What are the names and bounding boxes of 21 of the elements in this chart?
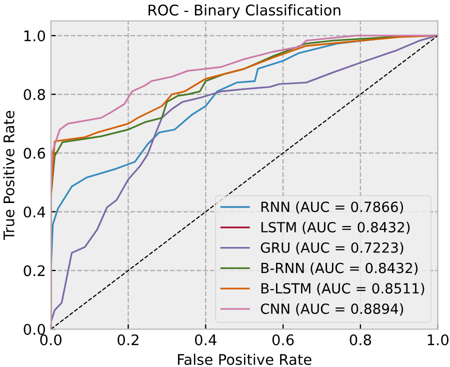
legend-label: LSTM (AUC = 0.8432) — [261, 222, 410, 234]
y-tick-label: 0.6 — [24, 148, 46, 159]
x-axis-title: False Positive Rate — [178, 354, 312, 366]
y-axis-title: True Positive Rate — [3, 110, 14, 240]
legend-label: GRU (AUC = 0.7223) — [260, 242, 404, 254]
chart-title: ROC - Binary Classification — [148, 4, 340, 18]
x-tick-label: 0.4 — [195, 334, 216, 346]
legend-label: CNN (AUC = 0.8894) — [260, 303, 404, 316]
y-tick-label: 0.2 — [24, 265, 45, 276]
legend-label: RNN (AUC = 0.7866) — [261, 201, 404, 214]
legend-label: B-LSTM (AUC = 0.8511) — [261, 282, 424, 296]
x-tick-label: 1.0 — [428, 334, 448, 346]
y-tick-label: 1.0 — [24, 30, 46, 42]
x-tick-label: 0.8 — [350, 334, 372, 346]
y-tick-label: 0.8 — [24, 89, 45, 100]
x-tick-label: 0.6 — [272, 334, 294, 346]
x-tick-label: 0.0 — [40, 334, 62, 346]
x-tick-label: 0.2 — [118, 334, 138, 346]
y-tick-label: 0.0 — [24, 324, 46, 335]
y-tick-label: 0.4 — [24, 206, 46, 218]
legend-label: B-RNN (AUC = 0.8432) — [261, 262, 418, 275]
